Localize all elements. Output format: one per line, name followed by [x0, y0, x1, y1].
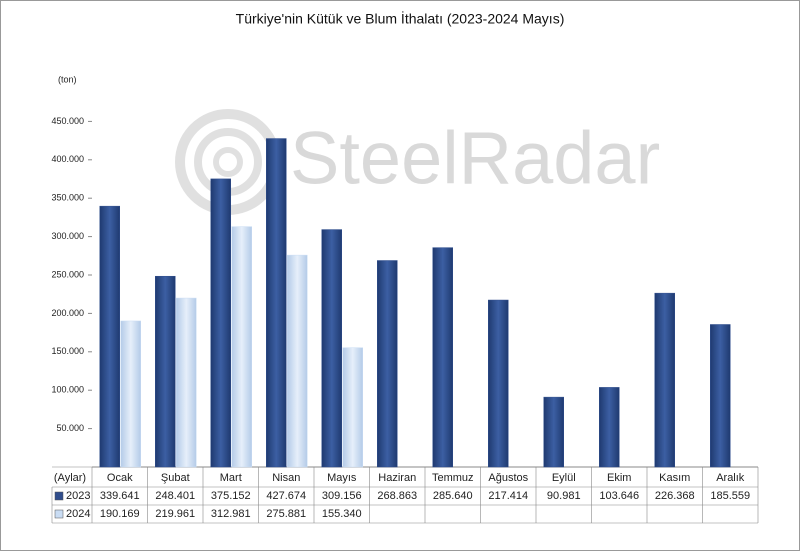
bar [321, 229, 342, 468]
bar [266, 138, 287, 468]
watermark: SteelRadar [290, 117, 660, 200]
bar [377, 260, 398, 468]
bar [599, 387, 620, 468]
x-tick-label: Nisan [272, 472, 300, 484]
bar [99, 205, 120, 468]
y-tick-label: 200.000 [51, 308, 84, 318]
legend-label: 2024 [66, 508, 90, 520]
bar [342, 347, 363, 468]
x-tick-label: Haziran [378, 472, 416, 484]
table-value: 339.641 [100, 490, 140, 502]
bar [488, 299, 509, 468]
x-tick-label: Ağustos [488, 472, 528, 484]
bar [710, 324, 731, 468]
y-tick-label: 450.000 [51, 116, 84, 126]
y-tick-label: 300.000 [51, 231, 84, 241]
table-value: 309.156 [322, 490, 362, 502]
table-value: 185.559 [710, 490, 750, 502]
x-tick-label: Temmuz [432, 472, 474, 484]
x-tick-label: Ocak [107, 472, 133, 484]
legend-swatch [54, 509, 64, 519]
table-value: 427.674 [266, 490, 306, 502]
chart-title: Türkiye'nin Kütük ve Blum İthalatı (2023… [236, 10, 565, 27]
bar [210, 178, 232, 468]
bar [654, 292, 676, 468]
bar [176, 297, 197, 468]
bar [432, 247, 453, 468]
bar [120, 320, 141, 468]
table-value: 103.646 [599, 490, 639, 502]
x-tick-label: Kasım [659, 472, 690, 484]
x-tick-label: Eylül [552, 472, 576, 484]
x-tick-label: Şubat [161, 472, 190, 484]
table-value: 190.169 [100, 508, 140, 520]
table-value: 90.981 [547, 490, 581, 502]
y-tick-label: 150.000 [51, 346, 84, 356]
table-value: 285.640 [433, 490, 473, 502]
table-value: 375.152 [211, 490, 251, 502]
table-value: 248.401 [155, 490, 195, 502]
y-tick-label: 350.000 [51, 193, 84, 203]
x-tick-label: Mart [220, 472, 242, 484]
table-value: 217.414 [488, 490, 528, 502]
y-tick-label: 100.000 [51, 385, 84, 395]
x-axis-label: (Aylar) [54, 472, 86, 484]
bar [543, 396, 565, 468]
y-tick-label: 50.000 [56, 423, 84, 433]
table-value: 155.340 [322, 508, 362, 520]
bar [287, 254, 308, 468]
table-value: 268.863 [377, 490, 417, 502]
table-value: 219.961 [155, 508, 195, 520]
table-value: 226.368 [655, 490, 695, 502]
legend-label: 2023 [66, 490, 90, 502]
bar [231, 226, 252, 468]
x-tick-label: Ekim [607, 472, 631, 484]
y-tick-label: 400.000 [51, 154, 84, 164]
table-value: 312.981 [211, 508, 251, 520]
x-tick-label: Mayıs [327, 472, 357, 484]
y-axis-label: (ton) [58, 74, 77, 84]
bar [155, 275, 176, 468]
table-value: 275.881 [266, 508, 306, 520]
legend-swatch [54, 491, 64, 501]
y-tick-label: 250.000 [51, 269, 84, 279]
x-tick-label: Aralık [716, 472, 745, 484]
